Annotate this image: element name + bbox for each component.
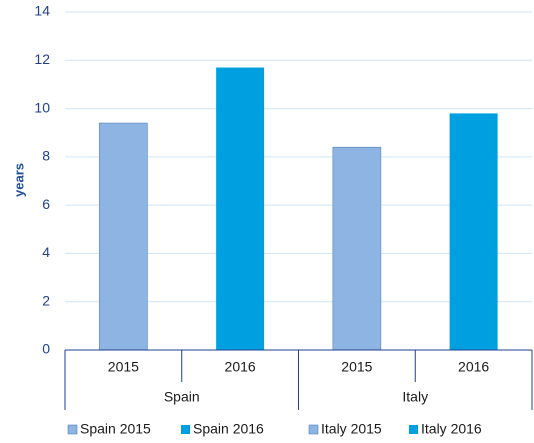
legend-swatch — [181, 425, 190, 434]
x-tick-label: 2015 — [108, 359, 139, 375]
legend-label: Italy 2016 — [421, 421, 482, 437]
group-label: Spain — [164, 389, 200, 405]
y-tick-label: 8 — [42, 148, 50, 164]
y-tick-label: 10 — [34, 99, 50, 115]
legend-label: Spain 2016 — [193, 421, 264, 437]
legend-label: Spain 2015 — [80, 421, 151, 437]
bar — [99, 122, 148, 351]
legend-swatch — [308, 424, 319, 435]
bar — [332, 146, 382, 351]
bar — [449, 113, 498, 351]
legend-label: Italy 2015 — [321, 421, 382, 437]
y-tick-label: 12 — [34, 51, 50, 67]
y-tick-label: 4 — [42, 244, 50, 260]
y-axis-label: years — [11, 163, 26, 197]
group-label: Italy — [402, 389, 428, 405]
bar — [216, 67, 265, 351]
x-tick-label: 2015 — [341, 359, 372, 375]
legend-swatch — [67, 424, 78, 435]
x-tick-label: 2016 — [225, 359, 256, 375]
legend-swatch — [409, 425, 418, 434]
y-tick-label: 6 — [42, 196, 50, 212]
x-tick-label: 2016 — [458, 359, 489, 375]
y-tick-label: 2 — [42, 292, 50, 308]
y-tick-label: 14 — [34, 3, 50, 19]
y-tick-label: 0 — [42, 341, 50, 357]
